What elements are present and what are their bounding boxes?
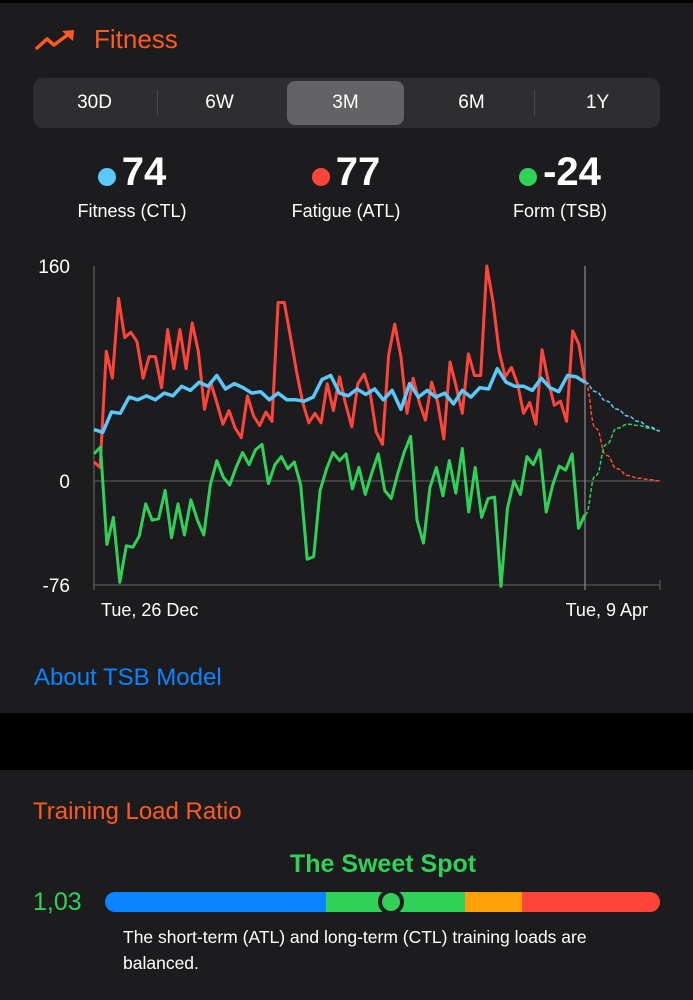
y-tick-label: 0 — [59, 472, 70, 493]
stat-label: Fitness (CTL) — [77, 201, 187, 221]
stat-label: Form (TSB) — [513, 201, 607, 221]
divider — [534, 90, 535, 116]
stat-form: -24 Form (TSB) — [450, 150, 670, 222]
tab-6w[interactable]: 6W — [205, 92, 234, 113]
divider — [157, 90, 158, 116]
stat-fitness: 74 Fitness (CTL) — [22, 150, 242, 222]
y-tick-label: 160 — [38, 257, 70, 278]
atl-line — [93, 264, 587, 469]
range-segmented-control: 30D 6W 3M 6M 1Y — [33, 78, 660, 128]
form-dot-icon — [519, 167, 538, 186]
tab-3m[interactable]: 3M — [287, 81, 404, 125]
ratio-value: 1,03 — [33, 888, 82, 916]
zone-low — [105, 892, 326, 912]
tsb-line — [92, 434, 587, 588]
chart-line-uptrend-icon — [35, 30, 74, 50]
ratio-marker — [378, 889, 404, 915]
zone-high — [465, 892, 522, 912]
fitness-chart[interactable]: 160 0 -76 Tue, 26 Dec Tue, 9 Apr — [0, 250, 693, 630]
y-tick-label: -76 — [43, 576, 70, 597]
ratio-description: The short-term (ATL) and long-term (CTL)… — [123, 927, 587, 973]
stat-value: 74 — [121, 150, 167, 194]
fatigue-dot-icon — [311, 167, 330, 186]
atl-forecast-line — [584, 381, 661, 482]
stat-value: 77 — [335, 150, 381, 194]
x-tick-label: Tue, 9 Apr — [566, 600, 648, 620]
ctl-forecast-line — [584, 381, 661, 432]
ctl-line — [93, 366, 586, 435]
zone-label: The Sweet Spot — [289, 850, 477, 878]
zone-danger — [522, 892, 660, 912]
tab-30d[interactable]: 30D — [77, 92, 112, 113]
stat-value: -24 — [543, 150, 601, 194]
tab-6m[interactable]: 6M — [458, 92, 485, 113]
training-load-card — [0, 770, 693, 1000]
fitness-dot-icon — [97, 167, 116, 186]
tab-1y[interactable]: 1Y — [585, 92, 610, 113]
stat-fatigue: 77 Fatigue (ATL) — [236, 150, 456, 222]
tsb-forecast-line — [584, 423, 661, 516]
stat-label: Fatigue (ATL) — [291, 201, 401, 221]
training-load-title: Training Load Ratio — [33, 798, 242, 825]
about-tsb-link[interactable]: About TSB Model — [34, 664, 222, 691]
card-title: Fitness — [94, 24, 178, 54]
x-tick-label: Tue, 26 Dec — [101, 600, 198, 620]
